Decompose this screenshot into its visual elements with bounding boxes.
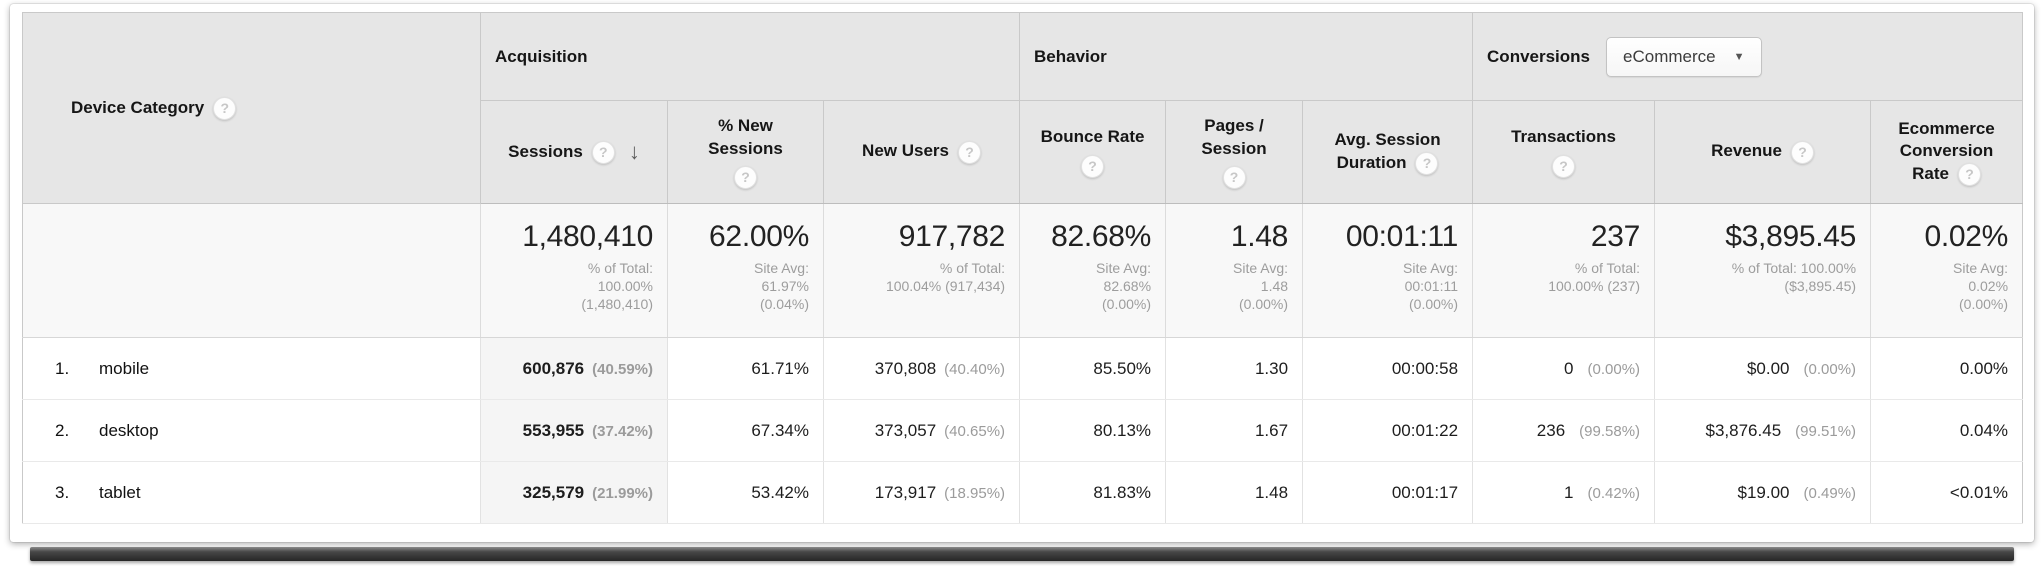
summary-pct-new-sessions: 62.00% Site Avg: 61.97% (0.04%) [667, 203, 824, 338]
column-header-pct-new-sessions[interactable]: % New Sessions ? [667, 100, 824, 204]
revenue-cell: $0.00 (0.00%) [1654, 337, 1871, 400]
avg-session-duration-cell: 00:00:58 [1302, 337, 1473, 400]
new-users-cell: 373,057 (40.65%) [822, 399, 1020, 462]
device-name: tablet [99, 482, 141, 502]
help-icon[interactable]: ? [1552, 154, 1576, 178]
conversions-goal-dropdown[interactable]: eCommerce ▼ [1606, 36, 1762, 77]
column-header-sessions[interactable]: Sessions? ↓ [480, 100, 668, 204]
bounce-rate-cell: 81.83% [1019, 461, 1166, 524]
summary-sessions: 1,480,410 % of Total: 100.00% (1,480,410… [480, 203, 668, 338]
help-icon[interactable]: ? [1081, 154, 1105, 178]
column-header-bounce-rate[interactable]: Bounce Rate ? [1019, 100, 1166, 204]
transactions-cell: 0 (0.00%) [1472, 337, 1655, 400]
ecommerce-conversion-rate-cell: 0.00% [1870, 337, 2023, 400]
ecommerce-conversion-rate-cell: 0.04% [1870, 399, 2023, 462]
dropdown-caret-icon: ▼ [1733, 50, 1745, 63]
share-of-total: (0.42%) [1587, 484, 1641, 502]
bounce-rate-cell: 85.50% [1019, 337, 1166, 400]
summary-transactions: 237 % of Total: 100.00% (237) [1472, 203, 1655, 338]
column-header-row: Sessions? ↓ % New Sessions ? New Users? [23, 100, 2023, 204]
row-index: 1. [55, 358, 70, 378]
behavior-label: Behavior [1034, 46, 1107, 66]
report-card: Device Category? Acquisition Behavior Co… [10, 4, 2034, 542]
sort-desc-icon: ↓ [628, 138, 640, 164]
summary-ecommerce-conversion-rate: 0.02% Site Avg: 0.02% (0.00%) [1870, 203, 2023, 338]
conversions-goal-value: eCommerce [1623, 46, 1716, 66]
column-header-revenue[interactable]: Revenue? [1654, 100, 1871, 204]
pages-session-cell: 1.30 [1165, 337, 1303, 400]
summary-new-users: 917,782 % of Total: 100.04% (917,434) [822, 203, 1020, 338]
pct-new-sessions-cell: 61.71% [667, 337, 824, 400]
share-of-total: (99.58%) [1579, 422, 1641, 440]
share-of-total: (40.65%) [944, 422, 1006, 440]
table-row-mobile: 1. mobile 600,876 (40.59%) 61.71% 370,808(… [22, 337, 2023, 400]
pct-new-sessions-cell: 67.34% [667, 399, 824, 462]
row-index: 3. [55, 482, 70, 502]
help-icon[interactable]: ? [591, 140, 615, 164]
new-users-cell: 370,808 (40.40%) [822, 337, 1020, 400]
column-header-new-users[interactable]: New Users? [822, 100, 1020, 204]
device-name: mobile [99, 358, 150, 378]
transactions-cell: 236 (99.58%) [1472, 399, 1655, 462]
table-row-tablet: 3. tablet 325,579 (21.99%) 53.42% 173,917(… [22, 461, 2023, 524]
pages-session-cell: 1.67 [1165, 399, 1303, 462]
share-of-total: (40.59%) [592, 360, 653, 378]
summary-pages-session: 1.48 Site Avg: 1.48 (0.00%) [1165, 203, 1303, 338]
share-of-total: (0.00%) [1587, 360, 1641, 378]
conversions-label: Conversions [1487, 46, 1591, 66]
help-icon[interactable]: ? [1222, 165, 1246, 189]
transactions-cell: 1 (0.42%) [1472, 461, 1655, 524]
share-of-total: (99.51%) [1795, 422, 1857, 440]
row-index: 2. [55, 420, 70, 440]
column-header-pages-session[interactable]: Pages / Session ? [1165, 100, 1303, 204]
share-of-total: (0.00%) [1803, 360, 1857, 378]
ecommerce-conversion-rate-cell: <0.01% [1870, 461, 2023, 524]
revenue-cell: $19.00 (0.49%) [1654, 461, 1871, 524]
acquisition-label: Acquisition [495, 46, 588, 66]
column-header-transactions[interactable]: Transactions ? [1472, 100, 1655, 204]
column-header-avg-session-duration[interactable]: Avg. Session Duration? [1302, 100, 1473, 204]
summary-avg-session-duration: 00:01:11 Site Avg: 00:01:11 (0.00%) [1302, 203, 1473, 338]
sessions-cell: 553,955 (37.42%) [480, 399, 668, 462]
share-of-total: (0.49%) [1803, 484, 1857, 502]
screenshot-bottom-edge [30, 547, 2014, 561]
sessions-cell: 600,876 (40.59%) [480, 337, 668, 400]
summary-row: 1,480,410 % of Total: 100.00% (1,480,410… [22, 203, 2023, 338]
device-label-cell: 1. mobile [22, 337, 481, 400]
bounce-rate-cell: 80.13% [1019, 399, 1166, 462]
device-label-cell: 3. tablet [22, 461, 481, 524]
group-header-conversions: Conversions eCommerce ▼ [1472, 12, 2023, 101]
summary-bounce-rate: 82.68% Site Avg: 82.68% (0.00%) [1019, 203, 1166, 338]
share-of-total: (40.40%) [944, 360, 1006, 378]
summary-device-cell [22, 203, 481, 338]
share-of-total: (18.95%) [944, 484, 1006, 502]
table-row-desktop: 2. desktop 553,955 (37.42%) 67.34% 373,057… [22, 399, 2023, 462]
help-icon[interactable]: ? [213, 96, 237, 120]
pages-session-cell: 1.48 [1165, 461, 1303, 524]
device-category-header[interactable]: Device Category? [22, 12, 481, 204]
new-users-cell: 173,917 (18.95%) [822, 461, 1020, 524]
device-category-label: Device Category [71, 97, 205, 117]
group-header-row: Device Category? Acquisition Behavior Co… [22, 12, 2023, 204]
pct-new-sessions-cell: 53.42% [667, 461, 824, 524]
help-icon[interactable]: ? [1957, 162, 1981, 186]
help-icon[interactable]: ? [734, 165, 757, 189]
avg-session-duration-cell: 00:01:17 [1302, 461, 1473, 524]
help-icon[interactable]: ? [957, 140, 981, 164]
device-category-report-table: Device Category? Acquisition Behavior Co… [22, 12, 2024, 524]
group-header-acquisition: Acquisition [479, 12, 1020, 101]
summary-revenue: $3,895.45 % of Total: 100.00% ($3,895.45… [1654, 203, 1871, 338]
sessions-cell: 325,579 (21.99%) [480, 461, 668, 524]
device-name: desktop [99, 420, 159, 440]
column-header-ecommerce-conversion-rate[interactable]: Ecommerce Conversion Rate? [1870, 100, 2023, 204]
device-label-cell: 2. desktop [22, 399, 481, 462]
group-header-behavior: Behavior [1019, 12, 1473, 101]
share-of-total: (37.42%) [592, 422, 653, 440]
help-icon[interactable]: ? [1415, 151, 1439, 175]
help-icon[interactable]: ? [1790, 140, 1814, 164]
revenue-cell: $3,876.45 (99.51%) [1654, 399, 1871, 462]
avg-session-duration-cell: 00:01:22 [1302, 399, 1473, 462]
share-of-total: (21.99%) [592, 484, 653, 502]
